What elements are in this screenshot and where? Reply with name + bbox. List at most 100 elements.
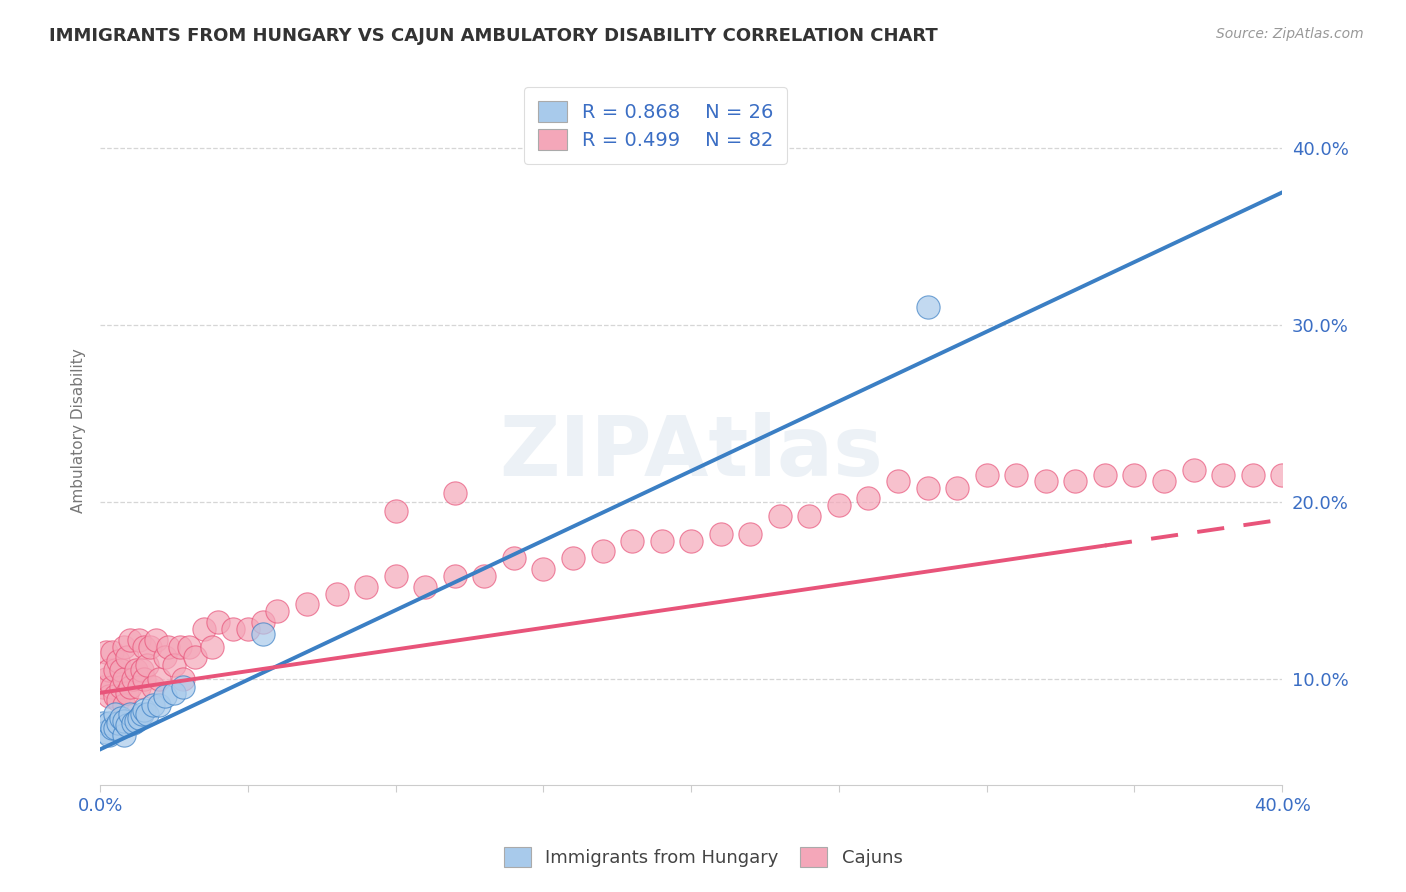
Text: ZIPAtlas: ZIPAtlas [499, 412, 883, 492]
Point [1123, 468, 1146, 483]
Point [384, 504, 406, 518]
Point [531, 562, 554, 576]
Point [502, 551, 524, 566]
Point [128, 710, 150, 724]
Legend: R = 0.868    N = 26, R = 0.499    N = 82: R = 0.868 N = 26, R = 0.499 N = 82 [524, 87, 787, 163]
Y-axis label: Ambulatory Disability: Ambulatory Disability [72, 349, 86, 514]
Point [1094, 468, 1116, 483]
Point [139, 640, 162, 654]
Point [142, 681, 165, 695]
Point [384, 569, 406, 583]
Point [153, 690, 176, 704]
Point [98, 663, 121, 677]
Point [917, 481, 939, 495]
Point [799, 508, 821, 523]
Point [94, 645, 117, 659]
Point [104, 690, 127, 704]
Legend: Immigrants from Hungary, Cajuns: Immigrants from Hungary, Cajuns [496, 839, 910, 874]
Point [124, 663, 146, 677]
Point [157, 640, 180, 654]
Point [118, 632, 141, 647]
Point [94, 724, 117, 739]
Point [183, 650, 205, 665]
Point [110, 710, 132, 724]
Point [142, 698, 165, 713]
Point [1064, 474, 1087, 488]
Point [112, 728, 135, 742]
Point [222, 622, 245, 636]
Point [740, 526, 762, 541]
Point [710, 526, 733, 541]
Point [172, 672, 194, 686]
Point [201, 640, 224, 654]
Point [887, 474, 910, 488]
Point [236, 622, 259, 636]
Point [134, 640, 156, 654]
Point [91, 681, 114, 695]
Point [621, 533, 644, 548]
Point [118, 681, 141, 695]
Point [976, 468, 998, 483]
Point [101, 721, 124, 735]
Point [121, 715, 143, 730]
Point [112, 698, 135, 713]
Point [118, 706, 141, 721]
Point [252, 615, 274, 629]
Text: IMMIGRANTS FROM HUNGARY VS CAJUN AMBULATORY DISABILITY CORRELATION CHART: IMMIGRANTS FROM HUNGARY VS CAJUN AMBULAT… [49, 27, 938, 45]
Point [1271, 468, 1294, 483]
Point [148, 672, 170, 686]
Point [1212, 468, 1234, 483]
Point [98, 728, 121, 742]
Point [110, 663, 132, 677]
Point [104, 706, 127, 721]
Point [101, 681, 124, 695]
Point [828, 499, 851, 513]
Point [562, 551, 585, 566]
Point [1182, 463, 1205, 477]
Point [1005, 468, 1028, 483]
Point [354, 580, 377, 594]
Point [128, 681, 150, 695]
Point [131, 663, 153, 677]
Point [101, 645, 124, 659]
Point [115, 686, 138, 700]
Point [112, 714, 135, 728]
Point [107, 654, 129, 668]
Point [91, 715, 114, 730]
Point [443, 569, 465, 583]
Point [295, 598, 318, 612]
Point [104, 663, 127, 677]
Point [112, 640, 135, 654]
Point [136, 706, 159, 721]
Point [917, 301, 939, 315]
Point [177, 640, 200, 654]
Point [443, 486, 465, 500]
Point [98, 690, 121, 704]
Point [145, 632, 167, 647]
Text: Source: ZipAtlas.com: Source: ZipAtlas.com [1216, 27, 1364, 41]
Point [121, 672, 143, 686]
Point [651, 533, 673, 548]
Point [163, 657, 186, 672]
Point [858, 491, 880, 506]
Point [124, 714, 146, 728]
Point [946, 481, 969, 495]
Point [148, 698, 170, 713]
Point [172, 681, 194, 695]
Point [110, 681, 132, 695]
Point [769, 508, 792, 523]
Point [325, 587, 347, 601]
Point [592, 544, 614, 558]
Point [252, 627, 274, 641]
Point [413, 580, 436, 594]
Point [115, 717, 138, 731]
Point [472, 569, 495, 583]
Point [1153, 474, 1175, 488]
Point [134, 704, 156, 718]
Point [681, 533, 703, 548]
Point [98, 715, 121, 730]
Point [153, 650, 176, 665]
Point [128, 632, 150, 647]
Point [136, 657, 159, 672]
Point [1241, 468, 1264, 483]
